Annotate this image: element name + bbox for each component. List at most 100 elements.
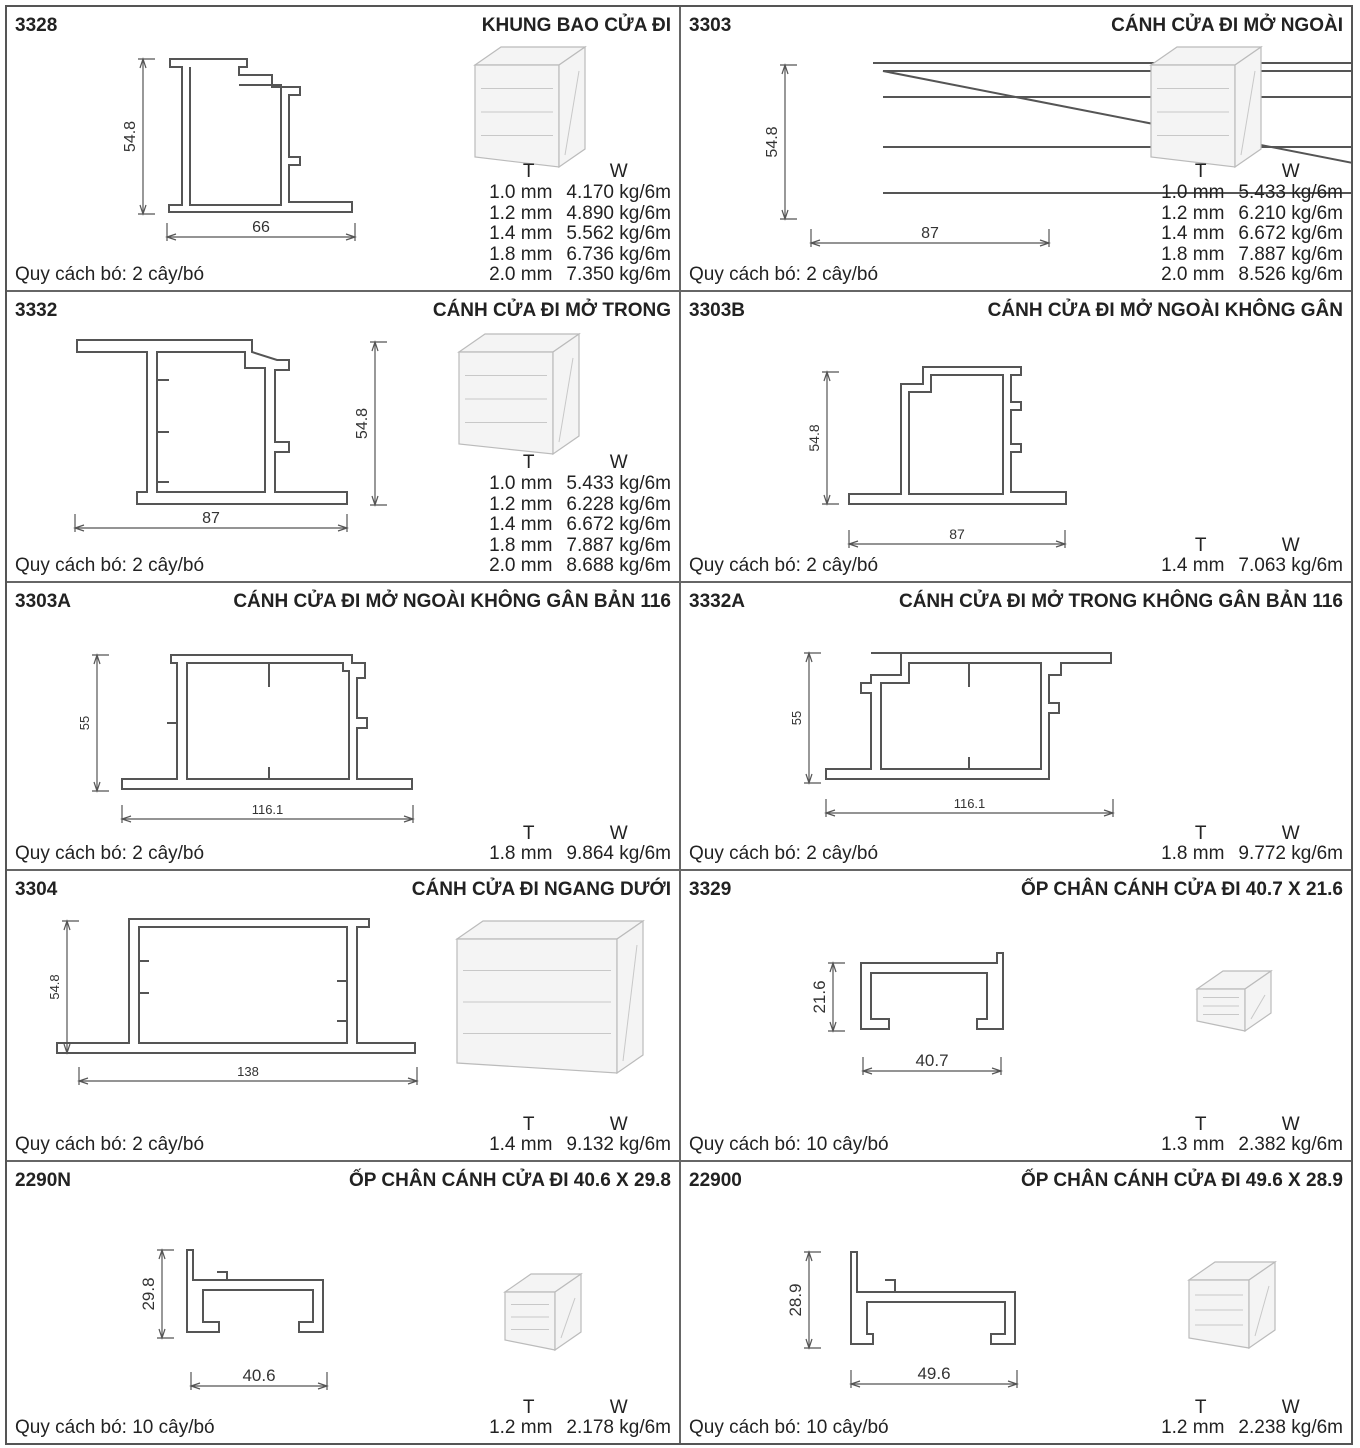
thickness-value: 1.4 mm (489, 1134, 553, 1156)
profile-drawing: 21.6 40.7 (810, 952, 1273, 1075)
height-dimension-label: 21.6 (810, 980, 829, 1013)
weight-value: 7.350 kg/6m (566, 264, 671, 286)
profile-drawing: 54.8 87 (73, 332, 581, 532)
profile-title: CÁNH CỬA ĐI MỞ NGOÀI (1111, 15, 1343, 36)
spec-row: 1.8 mm 9.772 kg/6m (1161, 844, 1343, 865)
profile-title: CÁNH CỬA ĐI MỞ TRONG KHÔNG GÂN BẢN 116 (898, 591, 1343, 612)
profile-code: 3304 (15, 879, 58, 900)
spec-row: 1.2 mm 2.238 kg/6m (1161, 1418, 1343, 1439)
weight-value: 5.433 kg/6m (566, 473, 671, 495)
spec-table: T W 1.4 mm 7.063 kg/6m (1161, 534, 1343, 577)
weight-value: 6.210 kg/6m (1238, 202, 1343, 224)
thickness-value: 1.4 mm (489, 514, 553, 536)
profile-code: 3303A (15, 591, 71, 612)
thickness-header: T (522, 822, 535, 844)
thickness-value: 2.0 mm (489, 264, 553, 286)
spec-row: 2.0 mm 8.688 kg/6m (489, 556, 671, 577)
profile-drawing: 54.8 66 (122, 45, 587, 241)
thickness-header: T (1194, 822, 1207, 844)
height-dimension-label: 54.8 (47, 974, 62, 999)
profile-panel: 54.8 87 3303B CÁNH CỬA ĐI MỞ NGOÀI KHÔNG GÂ… (681, 292, 1351, 581)
weight-value: 2.238 kg/6m (1238, 1417, 1343, 1439)
weight-header: W (609, 1396, 628, 1418)
profile-title: ỐP CHÂN CÁNH CỬA ĐI 40.6 X 29.8 (349, 1170, 671, 1191)
weight-value: 4.170 kg/6m (566, 182, 671, 204)
weight-value: 6.672 kg/6m (566, 514, 671, 536)
spec-row: 1.2 mm 4.890 kg/6m (489, 202, 671, 225)
weight-header: W (609, 161, 628, 183)
height-dimension-label: 54.8 (122, 121, 139, 152)
bundle-spec: Quy cách bó: 2 cây/bó (689, 555, 879, 576)
weight-value: 7.887 kg/6m (1238, 243, 1343, 265)
profile-panel: 55 116.1 3332A CÁNH CỬA ĐI MỞ TRONG KHÔNG G… (681, 583, 1351, 869)
thickness-header: T (522, 452, 535, 474)
weight-value: 8.688 kg/6m (566, 555, 671, 577)
thickness-header: T (522, 1396, 535, 1418)
profile-panel: 54.8 87 3303 CÁNH CỬA ĐI MỞ NGOÀI Quy cách b… (681, 7, 1351, 290)
thickness-value: 1.4 mm (1161, 555, 1225, 577)
profile-drawing: 55 116.1 (77, 653, 415, 823)
spec-row: 1.0 mm 4.170 kg/6m (489, 182, 671, 204)
spec-row: 1.0 mm 5.433 kg/6m (489, 473, 671, 495)
bundle-spec: Quy cách bó: 10 cây/bó (15, 1417, 215, 1438)
spec-row: 1.8 mm 7.887 kg/6m (1161, 243, 1343, 266)
bundle-spec: Quy cách bó: 10 cây/bó (689, 1134, 889, 1155)
profile-title: ỐP CHÂN CÁNH CỬA ĐI 40.7 X 21.6 (1021, 879, 1343, 900)
height-dimension-label: 29.8 (139, 1277, 158, 1310)
thickness-header: T (1194, 1396, 1207, 1418)
profile-drawing: 54.8 87 (764, 45, 1351, 247)
profile-3d-view (457, 332, 581, 456)
spec-row: 1.3 mm 2.382 kg/6m (1161, 1135, 1343, 1156)
profile-panel: 29.8 40.6 2290N ỐP CHÂN CÁNH CỬA ĐI 40.6 X … (7, 1162, 679, 1443)
thickness-value: 2.0 mm (489, 555, 553, 577)
thickness-value: 1.0 mm (1161, 182, 1225, 204)
thickness-value: 1.2 mm (489, 493, 553, 515)
profile-title: KHUNG BAO CỬA ĐI (481, 15, 671, 36)
profile-drawing: 54.8 87 (806, 366, 1067, 548)
width-dimension-label: 66 (252, 219, 270, 236)
weight-value: 2.382 kg/6m (1238, 1134, 1343, 1156)
width-dimension-label: 40.7 (915, 1051, 948, 1070)
profile-title: CÁNH CỬA ĐI MỞ TRONG (432, 300, 671, 321)
weight-header: W (1281, 822, 1300, 844)
thickness-value: 1.2 mm (1161, 1417, 1225, 1439)
profile-code: 3303B (689, 300, 745, 321)
weight-value: 4.890 kg/6m (566, 202, 671, 224)
profile-code: 22900 (689, 1170, 742, 1191)
weight-header: W (1281, 161, 1300, 183)
weight-value: 5.562 kg/6m (566, 223, 671, 245)
weight-value: 9.132 kg/6m (566, 1134, 671, 1156)
profile-3d-view (503, 1272, 583, 1352)
weight-value: 9.772 kg/6m (1238, 843, 1343, 865)
width-dimension-label: 138 (237, 1064, 259, 1079)
height-dimension-label: 55 (789, 711, 804, 725)
column-divider (679, 7, 681, 1443)
thickness-value: 1.2 mm (489, 202, 553, 224)
bundle-spec: Quy cách bó: 2 cây/bó (15, 264, 205, 285)
profile-panel: 54.8 87 3332 CÁNH CỬA ĐI MỞ TRONG Quy cách b… (7, 292, 679, 581)
thickness-value: 1.2 mm (489, 1417, 553, 1439)
thickness-value: 1.8 mm (1161, 243, 1225, 265)
profile-3d-view (473, 45, 587, 169)
height-dimension-label: 54.8 (354, 408, 371, 439)
bundle-spec: Quy cách bó: 2 cây/bó (689, 843, 879, 864)
profile-panel: 55 116.1 3303A CÁNH CỬA ĐI MỞ NGOÀI KHÔNG G… (7, 583, 679, 869)
spec-table: T W 1.0 mm 5.433 kg/6m 1.2 mm 6.210 kg/6m 1.4 … (1161, 162, 1343, 286)
thickness-header: T (1194, 161, 1207, 183)
spec-row: 2.0 mm 7.350 kg/6m (489, 265, 671, 286)
thickness-value: 1.4 mm (489, 223, 553, 245)
spec-row: 1.8 mm 6.736 kg/6m (489, 244, 671, 266)
profile-code: 3328 (15, 15, 58, 36)
profile-code: 3329 (689, 879, 732, 900)
catalog-sheet: 54.8 66 3328 KHUNG BAO CỬA ĐI Quy cách bó: 2… (5, 5, 1353, 1445)
profile-drawing: 29.8 40.6 (139, 1248, 583, 1390)
profile-section (56, 918, 416, 1054)
profile-code: 3332A (689, 591, 745, 612)
thickness-value: 1.8 mm (489, 534, 553, 556)
height-dimension-label: 54.8 (764, 126, 781, 157)
weight-value: 6.672 kg/6m (1238, 223, 1343, 245)
spec-row: 1.8 mm 7.887 kg/6m (489, 534, 671, 557)
weight-header: W (1281, 534, 1300, 556)
profile-code: 3303 (689, 15, 732, 36)
spec-table: T W 1.8 mm 9.772 kg/6m (1161, 822, 1343, 865)
